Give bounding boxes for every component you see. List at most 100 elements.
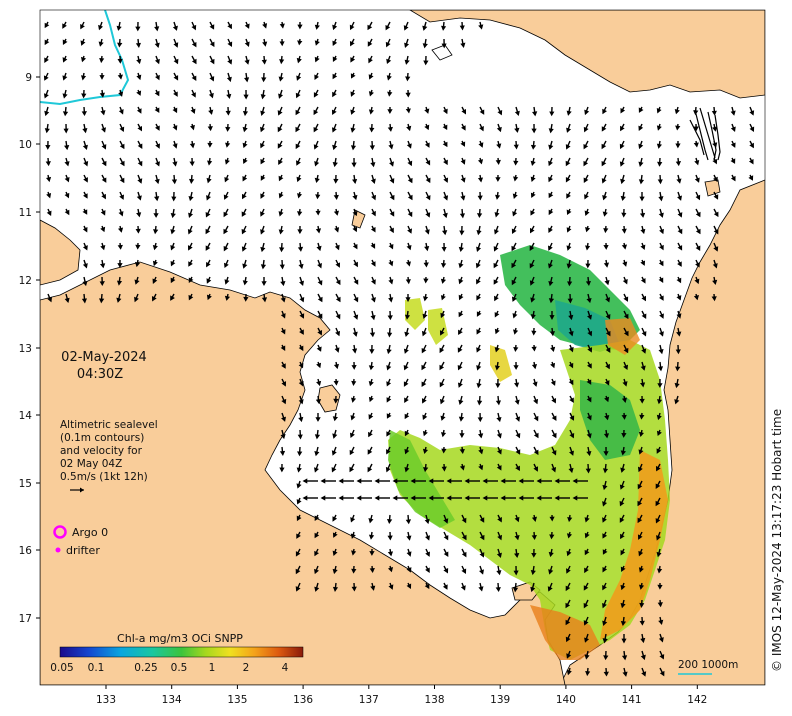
velocity-arrowhead — [280, 433, 286, 440]
velocity-arrowhead — [223, 228, 229, 235]
velocity-arrowhead — [639, 196, 645, 202]
velocity-arrowhead — [332, 532, 338, 538]
velocity-arrowhead — [296, 160, 301, 166]
velocity-arrowhead — [137, 125, 143, 132]
velocity-arrowhead — [422, 43, 428, 49]
velocity-arrowhead — [479, 534, 485, 541]
velocity-arrowhead — [64, 177, 70, 183]
velocity-arrowhead — [676, 295, 682, 301]
velocity-arrowhead — [637, 500, 643, 507]
velocity-arrowhead — [119, 177, 125, 184]
velocity-arrowhead — [461, 534, 467, 541]
velocity-arrowhead — [638, 567, 644, 573]
velocity-arrowhead — [385, 24, 391, 31]
velocity-arrowhead — [657, 366, 664, 372]
velocity-arrowhead — [188, 178, 195, 184]
velocity-arrowhead — [424, 229, 430, 235]
map-plot-area — [40, 10, 765, 685]
velocity-arrowhead — [387, 332, 393, 338]
velocity-arrowhead — [443, 195, 449, 201]
legend-line: (0.1m contours) — [60, 432, 144, 444]
velocity-arrowhead — [352, 226, 358, 233]
velocity-arrowhead — [62, 23, 67, 29]
velocity-arrowhead — [189, 161, 195, 167]
velocity-arrowhead — [134, 296, 139, 303]
velocity-arrowhead — [500, 495, 506, 501]
velocity-arrowhead — [443, 551, 449, 557]
velocity-arrowhead — [260, 264, 267, 270]
velocity-arrowhead — [424, 124, 430, 131]
velocity-arrowhead — [208, 92, 214, 99]
velocity-arrowhead — [604, 396, 610, 403]
velocity-arrowhead — [242, 126, 248, 133]
velocity-arrowhead — [356, 478, 362, 484]
velocity-arrowhead — [100, 110, 106, 116]
velocity-arrowhead — [314, 550, 320, 557]
velocity-arrowhead — [205, 245, 211, 251]
velocity-arrowhead — [446, 495, 452, 501]
velocity-arrowhead — [531, 330, 537, 336]
velocity-arrowhead — [299, 329, 304, 335]
velocity-arrowhead — [332, 56, 338, 63]
chl-patch-orange-coast — [600, 450, 668, 640]
velocity-arrowhead — [317, 262, 322, 269]
velocity-arrowhead — [298, 416, 304, 423]
velocity-arrowhead — [604, 280, 610, 286]
velocity-arrowhead — [439, 381, 445, 388]
velocity-arrowhead — [116, 280, 123, 286]
velocity-arrowhead — [658, 260, 664, 267]
velocity-arrowhead — [152, 260, 158, 267]
velocity-arrowhead — [118, 109, 124, 115]
velocity-arrowhead — [443, 568, 449, 574]
velocity-arrowhead — [313, 144, 319, 150]
velocity-arrowhead — [495, 194, 501, 200]
velocity-arrowhead — [370, 243, 376, 249]
velocity-arrowhead — [531, 516, 537, 522]
velocity-arrowhead — [586, 415, 592, 421]
island-torres — [704, 179, 721, 197]
velocity-arrowhead — [640, 228, 646, 235]
velocity-arrowhead — [568, 346, 574, 353]
velocity-arrowhead — [80, 40, 86, 46]
velocity-arrowhead — [83, 160, 89, 167]
velocity-arrowhead — [170, 277, 176, 284]
velocity-arrowhead — [350, 415, 356, 421]
velocity-arrowhead — [587, 347, 593, 353]
velocity-arrowhead — [173, 58, 179, 65]
velocity-arrowhead — [638, 550, 644, 557]
velocity-arrowhead — [173, 91, 178, 97]
velocity-arrowhead — [458, 246, 464, 253]
velocity-arrowhead — [277, 126, 283, 133]
velocity-arrowhead — [441, 466, 447, 472]
velocity-arrowhead — [242, 280, 248, 286]
velocity-arrowhead — [279, 41, 285, 47]
credit-text: © IMOS 12-May-2024 13:17:23 Hobart time — [770, 409, 784, 672]
lat-tick-label: 10 — [19, 139, 32, 151]
velocity-arrowhead — [172, 25, 178, 31]
velocity-arrowhead — [333, 194, 339, 200]
velocity-arrowhead — [352, 243, 358, 250]
velocity-arrowhead — [620, 602, 626, 609]
velocity-arrowhead — [224, 295, 231, 301]
velocity-arrowhead — [461, 551, 467, 558]
velocity-arrowhead — [278, 211, 284, 217]
velocity-arrowhead — [172, 107, 178, 114]
velocity-arrowhead — [389, 178, 395, 184]
legend-line: 02 May 04Z — [60, 458, 122, 470]
velocity-arrowhead — [441, 43, 447, 49]
velocity-arrowhead — [134, 261, 141, 268]
velocity-arrowhead — [620, 550, 626, 556]
lon-tick-label: 140 — [556, 694, 576, 706]
velocity-arrowhead — [313, 109, 319, 116]
velocity-arrowhead — [495, 159, 501, 165]
velocity-arrowhead — [170, 213, 176, 219]
velocity-arrowhead — [658, 331, 664, 337]
velocity-arrowhead — [386, 58, 392, 65]
velocity-arrowhead — [695, 194, 701, 201]
velocity-arrowhead — [496, 126, 502, 133]
velocity-arrowhead — [406, 143, 412, 149]
velocity-arrowhead — [461, 568, 467, 574]
velocity-arrowhead — [387, 551, 394, 557]
lat-tick-label: 9 — [25, 72, 32, 84]
velocity-arrowhead — [638, 161, 644, 167]
